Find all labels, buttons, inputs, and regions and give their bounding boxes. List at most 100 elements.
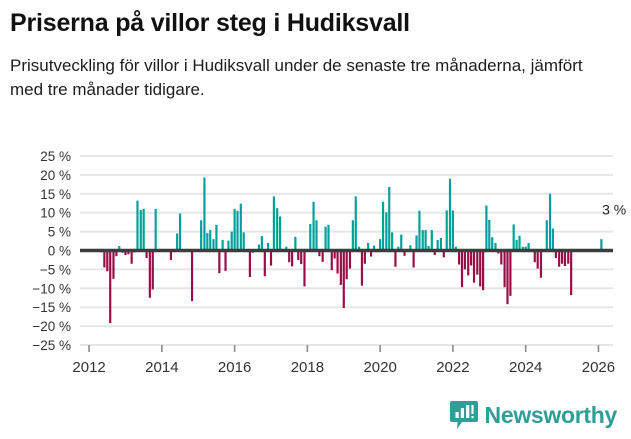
y-axis-tick-label: −20 %	[32, 319, 71, 334]
chart-bar	[367, 242, 370, 251]
chart-bar	[563, 250, 567, 266]
chart-bar	[151, 250, 154, 290]
chart-bar	[527, 242, 530, 251]
chart-bar	[463, 250, 467, 270]
y-axis-tick-label: 20 %	[40, 168, 71, 183]
chart-bar	[297, 250, 300, 260]
chart-bar	[279, 216, 282, 251]
chart-bar	[291, 250, 294, 267]
chart-bar	[427, 245, 430, 251]
chart-bar	[260, 236, 263, 251]
chart-bar	[503, 250, 506, 288]
chart-bar	[515, 239, 518, 251]
chart-bar	[409, 245, 412, 251]
chart-bar	[190, 250, 194, 302]
chart-bar	[294, 236, 297, 251]
chart-bar	[372, 245, 376, 251]
chart-bar	[506, 250, 509, 305]
chart-bar	[451, 210, 455, 251]
chart-bar	[524, 246, 527, 251]
chart-bar	[369, 250, 373, 257]
chart-bar	[379, 239, 382, 251]
chart-bar	[309, 224, 312, 251]
chart-bar	[412, 250, 415, 268]
chart-bar	[476, 250, 479, 275]
chart-bar	[336, 250, 339, 274]
chart-bar	[491, 237, 494, 251]
chart-bar	[321, 250, 324, 262]
chart-bar	[139, 210, 142, 251]
chart-y-axis: 25 % 20 % 15 % 10 % 5 % 0 % −5 % −10 % −15 % −20 …	[32, 149, 71, 353]
chart-bar	[169, 250, 173, 260]
chart-bar	[403, 250, 406, 256]
chart-bar	[439, 238, 442, 251]
chart-bar	[467, 250, 470, 276]
chart-bar	[381, 201, 385, 251]
chart-container: 25 % 20 % 15 % 10 % 5 % 0 % −5 % −10 % −15 % −20 …	[0, 145, 631, 395]
y-axis-tick-label: 15 %	[40, 187, 71, 202]
chart-bar	[221, 239, 224, 251]
y-axis-tick-label: −25 %	[32, 338, 71, 353]
chart-bar	[445, 210, 448, 251]
chart-bar	[248, 250, 251, 277]
chart-bar	[124, 250, 127, 256]
chart-bar	[130, 250, 133, 264]
chart-bar	[400, 234, 403, 251]
chart-bar	[303, 250, 306, 287]
chart-bar	[230, 231, 233, 251]
y-axis-tick-label: −15 %	[32, 300, 71, 315]
chart-bar	[548, 193, 552, 251]
chart-bar	[472, 250, 476, 283]
chart-bar	[339, 250, 342, 285]
chart-bar	[354, 196, 357, 251]
chart-bar	[233, 208, 236, 251]
chart-bar	[318, 250, 321, 257]
chart-bar	[415, 235, 418, 251]
y-axis-tick-label: 0 %	[48, 244, 71, 259]
chart-bar	[567, 250, 570, 264]
chart-bar	[154, 208, 157, 251]
chart-bar	[136, 200, 139, 251]
x-axis-tick-label: 2020	[363, 359, 396, 376]
chart-bar	[479, 250, 482, 287]
chart-bar	[442, 250, 445, 258]
chart-bar	[551, 228, 555, 251]
chart-bar	[148, 250, 151, 298]
chart-bar	[242, 232, 245, 251]
chart-bar	[545, 220, 548, 251]
chart-bar	[397, 246, 400, 251]
chart-bar	[348, 250, 352, 269]
chart-bar	[357, 246, 361, 251]
chart-bar	[470, 250, 473, 266]
chart-bar	[142, 208, 145, 251]
chart-bar	[145, 250, 148, 259]
chart-bar	[448, 178, 452, 251]
chart-bar	[224, 250, 227, 271]
chart-bar	[263, 250, 266, 277]
chart-bar	[112, 250, 115, 279]
chart-bar	[330, 250, 333, 271]
chart-bar	[600, 239, 603, 251]
chart-bar	[272, 196, 276, 251]
chart-bar	[433, 250, 436, 256]
chart-x-axis: 2012 2014 2016 2018 2020 2022 2024 2026	[72, 344, 615, 376]
newsworthy-logo[interactable]: Newsworthy	[449, 400, 617, 430]
chart-bar	[424, 230, 427, 251]
y-axis-tick-label: 5 %	[48, 225, 71, 240]
chart-bar	[257, 244, 261, 251]
chart-bar	[454, 246, 457, 251]
chart-bar	[203, 177, 206, 251]
chart-bar	[109, 250, 112, 324]
chart-bar	[178, 213, 182, 251]
chart-bar	[312, 201, 315, 251]
y-axis-tick-label: 10 %	[40, 206, 71, 221]
chart-bar	[521, 246, 524, 251]
chart-bar	[206, 233, 209, 251]
chart-bar	[288, 250, 291, 263]
chart-bar	[536, 250, 539, 269]
chart-bar	[482, 250, 485, 291]
chart-bar	[421, 230, 424, 251]
chart-bar	[218, 250, 221, 274]
chart-bar	[267, 242, 270, 251]
